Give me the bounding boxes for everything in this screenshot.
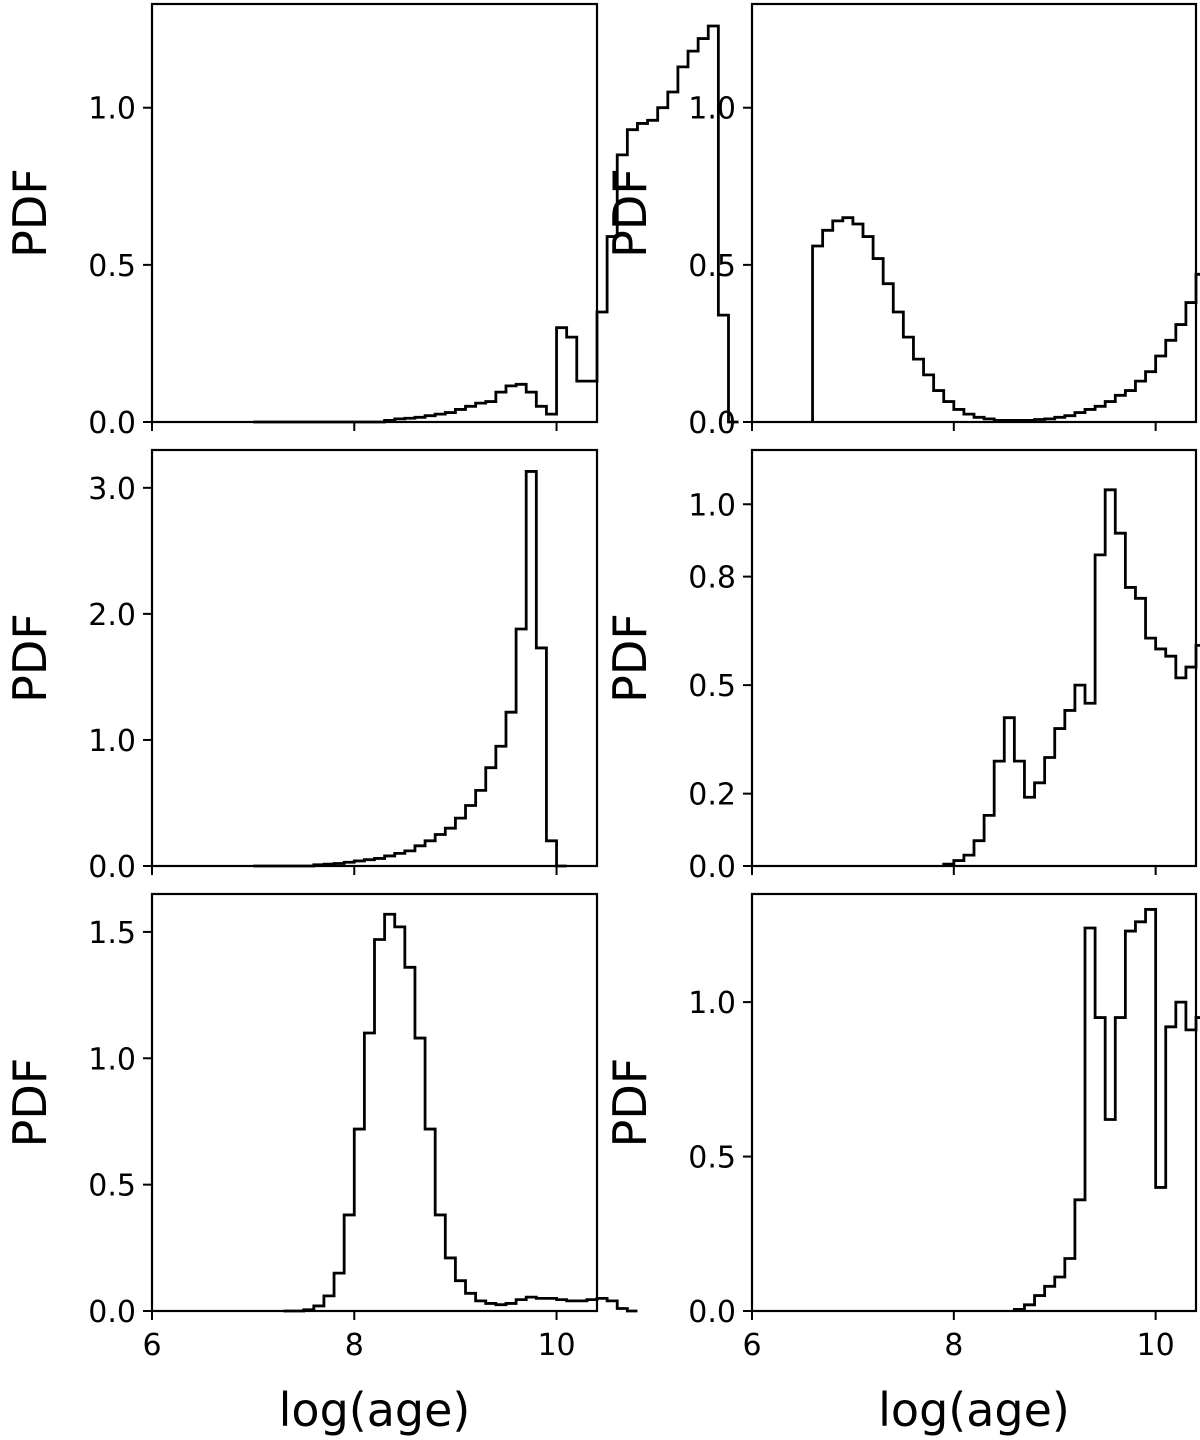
x-tick-label: 6	[742, 1328, 761, 1363]
y-tick-label: 1.0	[688, 488, 736, 523]
y-tick-label: 0.0	[688, 1295, 736, 1330]
y-tick-label: 0.0	[688, 406, 736, 441]
histogram-step-top-left	[253, 24, 739, 424]
panel-bottom-left: 0.0 0.5 1.0 1.5 6 8 10 PDF log(age)	[3, 892, 638, 1437]
y-tick-label: 0.5	[688, 249, 736, 284]
axes-frame	[750, 2, 1198, 424]
panel-top-right: 0.0 0.5 1.0 PDF	[603, 2, 1200, 441]
x-tick-label: 10	[1137, 1328, 1175, 1363]
y-tick-label: 1.0	[88, 1042, 136, 1077]
axes-frame	[750, 448, 1198, 868]
panel-bottom-right: 0.0 0.5 1.0 6 8 10 PDF log(age)	[603, 892, 1200, 1437]
y-axis-label: PDF	[3, 168, 57, 258]
x-tick-label: 8	[345, 1328, 364, 1363]
y-tick-label: 2.0	[88, 598, 136, 633]
histogram-step-middle-right	[942, 488, 1200, 866]
y-tick-label: 0.0	[688, 850, 736, 885]
y-axis-label: PDF	[603, 1058, 657, 1148]
axes-frame	[150, 448, 599, 868]
y-tick-label: 0.2	[688, 778, 736, 813]
y-tick-label: 0.5	[88, 249, 136, 284]
histogram-step-bottom-left	[283, 912, 638, 1313]
y-tick-label: 0.5	[688, 669, 736, 704]
y-tick-label: 1.0	[688, 92, 736, 127]
axes-frame	[150, 2, 599, 424]
y-tick-label: 0.5	[688, 1141, 736, 1176]
y-tick-label: 3.0	[88, 472, 136, 507]
axes-frame	[150, 892, 599, 1313]
panel-top-left: 0.0 0.5 1.0 PDF	[3, 2, 739, 441]
x-axis-label: log(age)	[279, 1383, 471, 1437]
x-tick-label: 10	[537, 1328, 575, 1363]
y-axis-label: PDF	[603, 613, 657, 703]
y-tick-label: 1.0	[88, 92, 136, 127]
y-tick-label: 0.0	[88, 1295, 136, 1330]
panel-middle-right: 0.0 0.2 0.5 0.8 1.0 PDF	[603, 448, 1200, 885]
x-axis-label: log(age)	[878, 1383, 1070, 1437]
y-tick-label: 0.8	[688, 561, 736, 596]
x-tick-label: 6	[142, 1328, 161, 1363]
panel-middle-left: 0.0 1.0 2.0 3.0 PDF	[3, 448, 599, 885]
histogram-step-top-right	[811, 216, 1200, 422]
histogram-step-bottom-right	[1012, 908, 1200, 1311]
y-tick-label: 1.5	[88, 916, 136, 951]
y-axis-label: PDF	[603, 168, 657, 258]
x-tick-label: 8	[944, 1328, 963, 1363]
y-tick-label: 0.5	[88, 1169, 136, 1204]
y-tick-label: 0.0	[88, 850, 136, 885]
y-tick-label: 1.0	[688, 986, 736, 1021]
y-axis-label: PDF	[3, 1058, 57, 1148]
y-tick-label: 1.0	[88, 724, 136, 759]
histogram-step-middle-left	[253, 470, 567, 868]
y-tick-label: 0.0	[88, 406, 136, 441]
axes-frame	[750, 892, 1198, 1313]
y-axis-label: PDF	[3, 613, 57, 703]
